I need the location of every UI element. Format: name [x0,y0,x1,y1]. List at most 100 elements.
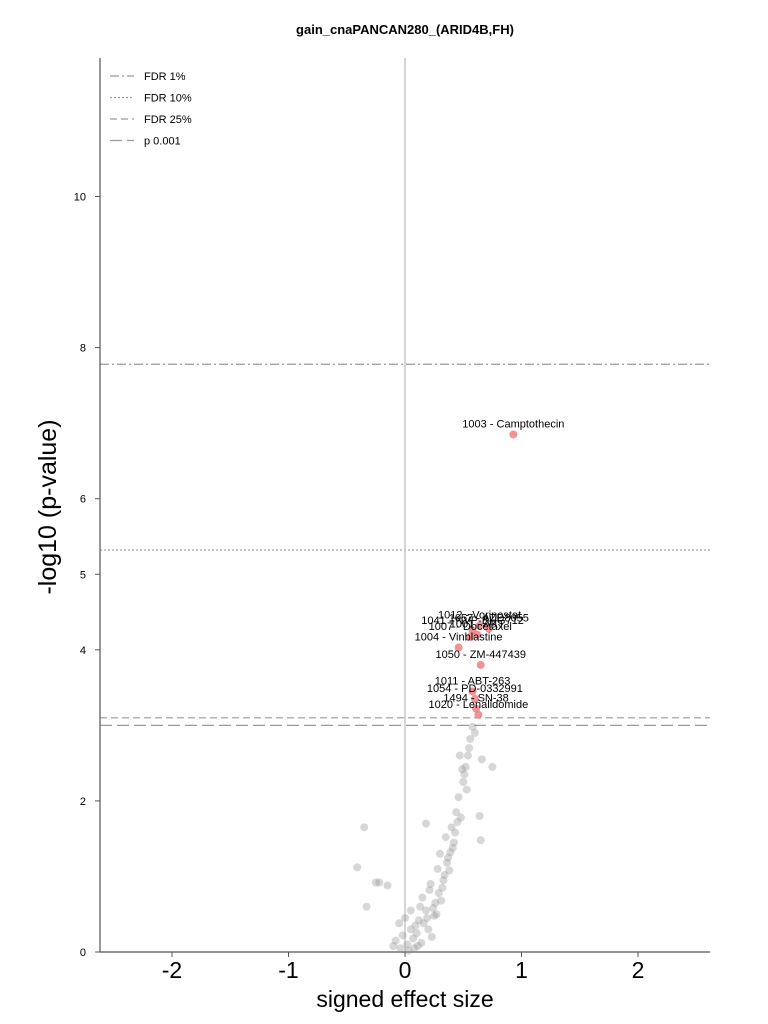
data-point [424,925,433,934]
y-tick-label: 10 [74,192,86,204]
data-point [435,849,444,858]
x-tick-label: 1 [515,957,528,983]
x-axis-label: signed effect size [316,986,493,1012]
significant-point-label: 1011 - ABT-263 [435,675,511,687]
data-point [417,938,426,947]
significant-point [509,430,518,439]
y-axis-label: -log10 (p-value) [34,419,62,594]
data-point [421,819,430,828]
y-tick-label: 2 [80,796,86,808]
y-tick-label: 0 [80,947,86,959]
data-point [371,878,380,887]
data-point [421,906,430,915]
significant-point-label: 1057 - AZD8055 [449,613,529,625]
data-point [406,906,415,915]
data-point [414,916,423,925]
data-point [460,770,469,779]
data-point [458,765,467,774]
data-point [406,925,415,934]
data-point [454,793,463,802]
significant-point [484,624,493,633]
data-point [438,883,447,892]
x-tick-label: 2 [632,957,645,983]
significant-point-label: 1054 - PD-0332991 [427,683,523,695]
data-point [426,880,435,889]
data-point [446,848,455,857]
significant-point-label: 1020 - Lenalidomide [429,699,529,711]
data-point [465,744,474,753]
significant-point [475,621,484,630]
data-point [468,722,477,731]
legend-label: FDR 1% [144,71,186,83]
data-point [445,866,454,875]
data-point [452,808,461,817]
data-point [488,762,497,771]
data-point [401,914,409,923]
legend-label: FDR 10% [144,93,192,105]
significant-point [472,704,481,713]
significant-point [454,643,463,652]
data-point [439,876,448,885]
x-tick-label: 0 [399,957,412,983]
significant-point-label: 1001 - AKT [450,619,505,631]
legend-label: FDR 25% [144,114,192,126]
legend-label: p 0.001 [144,136,181,148]
x-tick-label: -1 [278,957,298,983]
data-point [448,843,457,852]
data-point [430,911,439,920]
significant-point-label: 1041 - NVP-BHG712 [421,615,524,627]
data-point [455,751,464,760]
data-point [463,751,472,760]
significant-point-label: 1003 - Camptothecin [462,418,564,430]
significant-point [468,687,477,696]
significant-point-label: 1007 - Docetaxel [429,621,512,633]
data-point [427,932,436,941]
chart-title: gain_cnaPANCAN280_(ARID4B,FH) [296,22,514,37]
significant-point [476,660,485,669]
significant-point [466,632,475,641]
data-point [470,728,479,737]
data-point [404,946,413,955]
data-point [423,914,432,923]
data-point [461,762,470,771]
significant-point-label: 1494 - SN-38 [443,693,508,705]
data-point [459,778,468,787]
significant-points [454,430,518,719]
data-point [440,870,449,879]
data-point [437,896,446,905]
significant-point [474,710,483,719]
data-point [411,921,420,930]
data-point [433,864,442,873]
data-point [462,785,471,794]
data-point [456,813,465,822]
data-point [396,944,405,953]
data-point [447,823,456,832]
data-point [409,934,418,943]
y-tick-label: 8 [80,343,86,355]
y-tick-label: 4 [80,645,86,657]
significant-point [473,630,482,639]
data-point [398,931,407,940]
data-point [432,910,441,919]
data-point [425,886,434,895]
y-tick-label: 5 [80,569,86,581]
y-tick-label: 6 [80,494,86,506]
significant-point-labels: 1003 - Camptothecin 1012 - Vorinostat1057… [415,418,565,710]
data-point [395,919,404,928]
nonsignificant-points [353,722,497,955]
data-point [353,863,362,872]
legend: FDR 1% FDR 10% FDR 25% p 0.001 [110,71,192,148]
data-point [434,889,443,898]
data-point [391,936,400,945]
data-point [375,878,384,887]
data-point [442,858,451,867]
data-point [451,828,460,837]
data-point [416,902,425,911]
data-point [466,734,475,743]
significant-point-label: 1012 - Vorinostat [438,610,521,622]
significant-point-label: 1050 - ZM-447439 [435,649,526,661]
data-point [403,940,412,949]
data-point [476,836,485,845]
data-point [428,904,437,913]
